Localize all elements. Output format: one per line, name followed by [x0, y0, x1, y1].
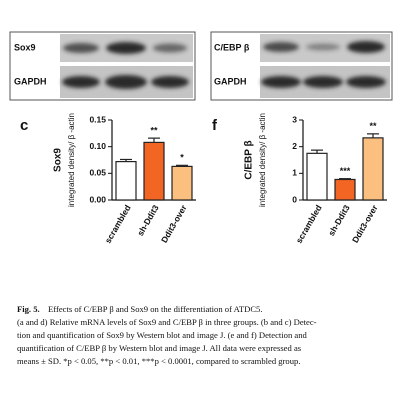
error-bar [311, 149, 323, 154]
blot-label: GAPDH [214, 76, 247, 86]
error-bar [148, 137, 160, 143]
y-tick-label: 3 [292, 114, 297, 124]
caption-line: means ± SD. *p < 0.05, **p < 0.01, ***p … [17, 356, 300, 366]
caption-line: Effects of C/EBP β and Sox9 on the diffe… [48, 304, 263, 314]
error-bar [339, 178, 351, 180]
bar [143, 141, 165, 201]
caption-label: Fig. 5. [17, 304, 40, 314]
significance: *** [340, 166, 351, 176]
y-tick-label: 0.00 [89, 194, 106, 204]
x-tick-label: Ddit3-over [350, 203, 380, 245]
caption-line: (a and d) Relative mRNA levels of Sox9 a… [17, 317, 317, 327]
y-axis-label: integrated density/ β -actin [258, 113, 267, 207]
y-tick-label: 0 [292, 194, 297, 204]
x-tick-label: scrambled [294, 203, 324, 245]
error-bar [367, 133, 379, 138]
bar [115, 161, 137, 201]
y-tick-label: 0.05 [89, 168, 106, 178]
y-axis-title: Sox9 [53, 148, 64, 172]
blot-label: GAPDH [14, 76, 47, 86]
significance: ** [369, 121, 377, 131]
y-tick-label: 1 [292, 168, 297, 178]
bar [334, 178, 356, 201]
y-axis-title: C/EBP β [244, 140, 255, 179]
caption-line: tion and quantification of Sox9 by Weste… [17, 330, 308, 340]
caption-line: quantification of C/EBP β by Western blo… [17, 343, 302, 353]
panel-label: c [20, 117, 28, 134]
caption: Fig. 5. Effects of C/EBP β and Sox9 on t… [17, 304, 317, 366]
error-bar [176, 164, 188, 167]
bar [171, 165, 193, 201]
x-tick-label: Ddit3-over [159, 203, 189, 245]
y-axis-label: integrated density/ β -actin [67, 113, 76, 207]
blot-label: Sox9 [14, 42, 36, 52]
error-bar [120, 158, 132, 162]
significance: ** [150, 126, 158, 136]
bar [306, 152, 328, 201]
panel-label: f [212, 117, 218, 134]
y-tick-label: 0.10 [89, 141, 106, 151]
significance: * [180, 153, 184, 163]
y-tick-label: 2 [292, 141, 297, 151]
blot-label: C/EBP β [214, 42, 250, 52]
blot-panel: C/EBP β GAPDH [210, 31, 393, 101]
bar [362, 137, 384, 201]
x-tick-label: scrambled [103, 203, 133, 245]
y-tick-label: 0.15 [89, 114, 106, 124]
blot-panel: Sox9 GAPDH [9, 31, 196, 101]
x-tick-label: sh-Ddit3 [326, 203, 352, 238]
x-tick-label: sh-Ddit3 [135, 203, 161, 238]
